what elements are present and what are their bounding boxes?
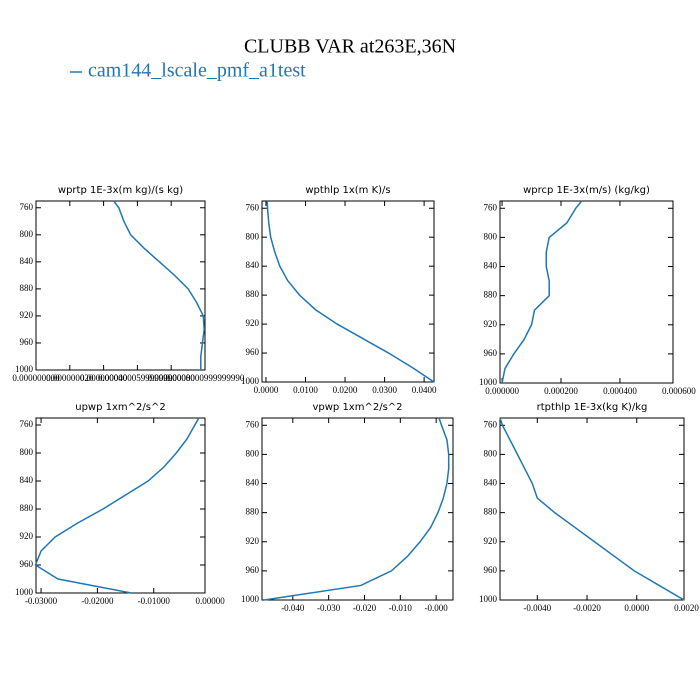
- x-tick-label: 0.0400: [412, 385, 437, 395]
- plot-frame: [35, 200, 206, 371]
- x-tick-label: 0.000000000: [12, 373, 60, 383]
- y-tick-label: 1000: [15, 587, 34, 597]
- plot-frame: [35, 417, 206, 594]
- y-tick-label: 840: [246, 260, 260, 270]
- panel-title: vpwp 1xm^2/s^2: [312, 402, 402, 413]
- x-tick-label: 0.0020: [674, 603, 699, 613]
- panel-title: rtpthlp 1E-3x(kg K)/kg: [537, 402, 648, 413]
- y-tick-label: 840: [484, 261, 498, 271]
- y-tick-label: 760: [20, 202, 34, 212]
- x-tick-label: 0.0100: [293, 385, 318, 395]
- x-tick-label: -0.040: [281, 603, 305, 613]
- y-tick-label: 880: [484, 507, 498, 517]
- y-tick-label: 880: [20, 283, 34, 293]
- x-tick-label: -0.010: [389, 603, 413, 613]
- legend-label: cam144_lscale_pmf_a1test: [88, 60, 306, 82]
- profile-line: [501, 200, 583, 384]
- x-tick-label: -0.03000: [25, 596, 58, 606]
- y-tick-label: 960: [246, 347, 260, 357]
- x-tick-label: -0.030: [317, 603, 341, 613]
- x-tick-label: 0.0200: [333, 385, 358, 395]
- y-tick-label: 920: [20, 531, 34, 541]
- x-tick-label: -0.0040: [523, 603, 551, 613]
- y-tick-label: 880: [484, 290, 498, 300]
- y-tick-label: 960: [20, 559, 34, 569]
- x-tick-label: 0.000600: [662, 386, 696, 396]
- profile-line: [499, 417, 685, 601]
- y-tick-label: 880: [246, 507, 260, 517]
- y-tick-label: 800: [246, 448, 260, 458]
- x-tick-label: 0.00000: [195, 596, 225, 606]
- y-tick-label: 920: [20, 310, 34, 320]
- x-tick-label: -0.020: [353, 603, 377, 613]
- x-tick-label: 0.0000: [624, 603, 649, 613]
- y-tick-label: 920: [484, 319, 498, 329]
- x-tick-label: 0.000000: [485, 386, 519, 396]
- y-tick-label: 800: [246, 231, 260, 241]
- y-tick-label: 760: [246, 202, 260, 212]
- y-tick-label: 800: [484, 231, 498, 241]
- y-tick-label: 1000: [15, 364, 34, 374]
- y-tick-label: 960: [484, 565, 498, 575]
- x-tick-label: -0.02000: [81, 596, 114, 606]
- y-tick-label: 1000: [479, 594, 498, 604]
- y-tick-label: 760: [246, 419, 260, 429]
- y-tick-label: 960: [20, 337, 34, 347]
- x-tick-label: -0.0020: [573, 603, 601, 613]
- x-tick-label: 0.000200: [544, 386, 578, 396]
- y-tick-label: 1000: [241, 376, 260, 386]
- x-tick-label: 0.000400: [603, 386, 637, 396]
- y-tick-label: 840: [20, 256, 34, 266]
- y-tick-label: 1000: [241, 594, 260, 604]
- y-tick-label: 800: [20, 447, 34, 457]
- chart-title: CLUBB VAR at263E,36N: [244, 36, 456, 58]
- y-tick-label: 920: [484, 536, 498, 546]
- x-tick-label: -0.000: [425, 603, 449, 613]
- y-tick-label: 960: [246, 565, 260, 575]
- plot-frame: [261, 417, 454, 601]
- y-tick-label: 760: [20, 419, 34, 429]
- plot-frame: [499, 200, 674, 384]
- x-tick-label: 0.0000000999999990: [166, 373, 245, 383]
- x-tick-label: 0.0000: [254, 385, 279, 395]
- y-tick-label: 800: [20, 229, 34, 239]
- plot-frame: [261, 200, 435, 383]
- x-tick-label: 0.0000000599999990: [98, 373, 177, 383]
- profile-line: [34, 417, 200, 594]
- y-tick-label: 760: [484, 419, 498, 429]
- y-tick-label: 880: [20, 503, 34, 513]
- x-tick-label: 0.000000020: [46, 373, 94, 383]
- plot-frame: [499, 417, 685, 601]
- y-tick-label: 1000: [479, 377, 498, 387]
- profile-line: [266, 200, 435, 383]
- y-tick-label: 960: [484, 348, 498, 358]
- y-tick-label: 800: [484, 448, 498, 458]
- y-tick-label: 920: [246, 318, 260, 328]
- x-tick-label: 0.000000040: [80, 373, 128, 383]
- y-tick-label: 760: [484, 202, 498, 212]
- x-tick-label: 0.0300: [372, 385, 397, 395]
- y-tick-label: 840: [484, 478, 498, 488]
- panel-title: wprcp 1E-3x(m/s) (kg/kg): [523, 185, 650, 196]
- y-tick-label: 920: [246, 536, 260, 546]
- panel-title: wpthlp 1x(m K)/s: [305, 185, 390, 196]
- profile-line: [113, 200, 205, 370]
- y-tick-label: 880: [246, 289, 260, 299]
- profile-line: [264, 417, 450, 601]
- y-tick-label: 840: [20, 475, 34, 485]
- panel-title: wprtp 1E-3x(m kg)/(s kg): [58, 185, 183, 196]
- x-tick-label: 0.000000080: [148, 373, 196, 383]
- x-tick-label: -0.01000: [138, 596, 171, 606]
- panel-title: upwp 1xm^2/s^2: [75, 402, 165, 413]
- y-tick-label: 840: [246, 478, 260, 488]
